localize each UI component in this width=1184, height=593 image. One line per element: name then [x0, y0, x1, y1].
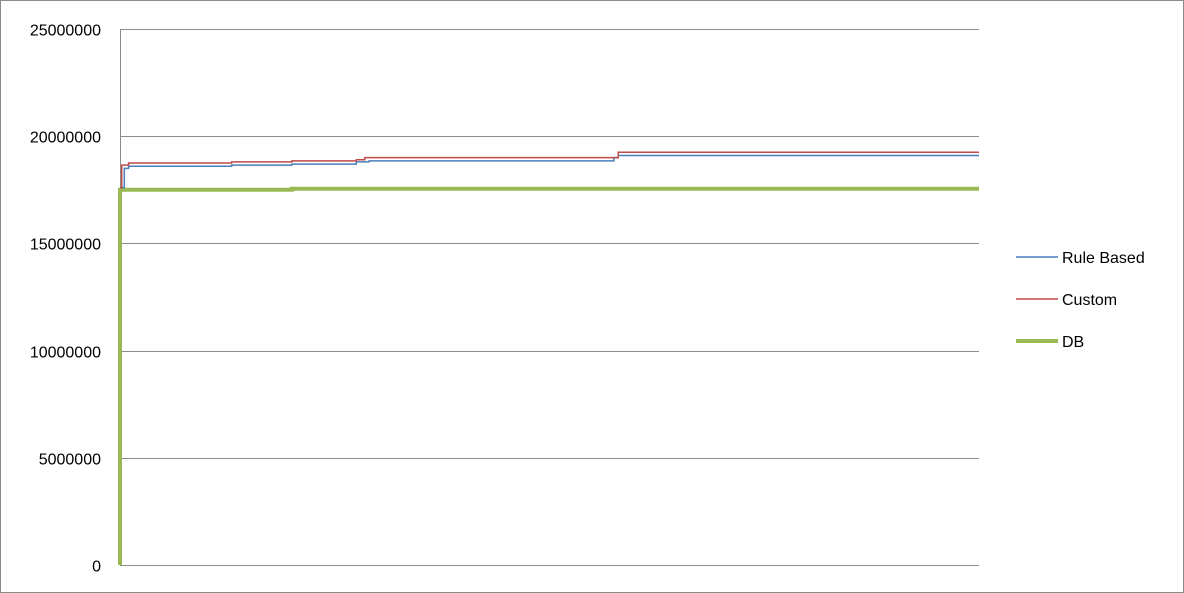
legend-label-rule-based: Rule Based	[1062, 250, 1145, 267]
series-line-rule-based	[120, 154, 979, 189]
y-tick-label: 25000000	[30, 23, 101, 40]
series-lines	[118, 151, 979, 565]
axes	[120, 29, 979, 566]
y-tick-label: 10000000	[30, 345, 101, 362]
legend: Rule Based Custom DB	[1016, 250, 1145, 351]
y-tick-label: 0	[92, 559, 101, 576]
y-tick-label: 20000000	[30, 130, 101, 147]
y-axis-tick-labels: 0 5000000 10000000 15000000 20000000 25000000	[30, 23, 101, 576]
gridlines	[120, 29, 979, 459]
legend-label-db: DB	[1062, 334, 1084, 351]
y-tick-label: 5000000	[39, 452, 101, 469]
legend-label-custom: Custom	[1062, 292, 1117, 309]
series-line-custom	[120, 151, 979, 189]
y-tick-label: 15000000	[30, 237, 101, 254]
series-line-db	[118, 186, 979, 565]
